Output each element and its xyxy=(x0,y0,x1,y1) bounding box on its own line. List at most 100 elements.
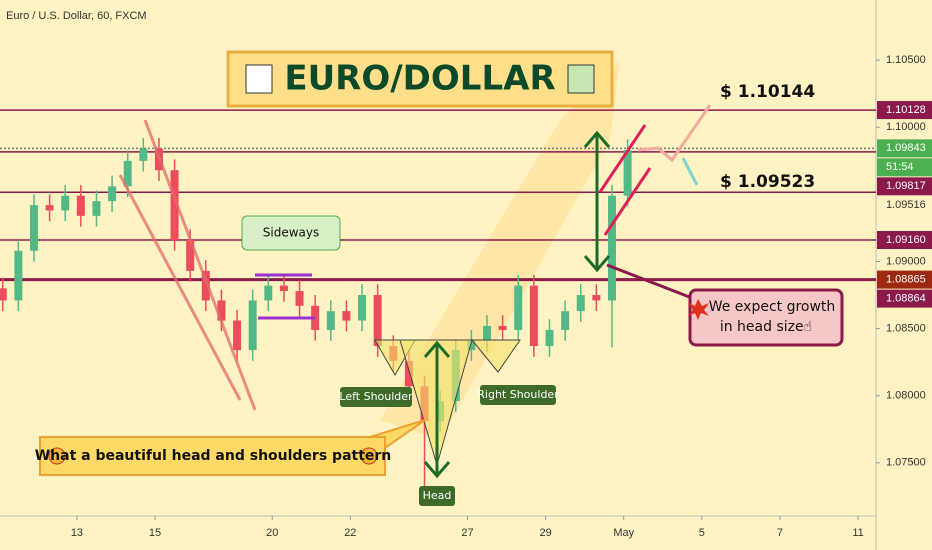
candle-body xyxy=(514,285,523,330)
price-badge-label: 1.08865 xyxy=(886,274,926,286)
head-label: Head xyxy=(423,489,452,502)
expect-label: in head size☝ xyxy=(720,319,812,335)
pointer xyxy=(606,263,693,300)
x-tick-label: 22 xyxy=(344,527,356,539)
price-badge-label: 1.09516 xyxy=(886,199,926,211)
candle-body xyxy=(279,285,288,292)
candle-body xyxy=(592,295,601,301)
price-badge xyxy=(877,289,932,308)
y-tick-label: 1.09000 xyxy=(886,255,926,267)
x-tick-label: 27 xyxy=(461,527,473,539)
arrow-head xyxy=(423,340,451,358)
candle-body xyxy=(623,150,632,196)
price-badge-label: 1.09843 xyxy=(886,142,926,154)
candle-body xyxy=(14,250,23,301)
candle-body xyxy=(217,300,226,321)
x-tick-label: 29 xyxy=(539,527,551,539)
projection xyxy=(637,104,712,163)
sideways-label: Sideways xyxy=(263,226,319,240)
candle-body xyxy=(498,325,507,330)
expect-label: We expect growth xyxy=(709,299,836,315)
candle-body xyxy=(123,160,132,187)
candle-body xyxy=(170,170,179,241)
candle-body xyxy=(0,288,7,301)
y-tick-label: 1.08500 xyxy=(886,323,926,335)
candle-body xyxy=(529,285,538,347)
candle-body xyxy=(342,311,351,321)
x-tick-label: 20 xyxy=(266,527,278,539)
target-label: $ 1.09523 xyxy=(720,172,815,192)
arrow-head xyxy=(583,130,611,148)
x-tick-label: 5 xyxy=(699,527,705,539)
candle-body xyxy=(186,240,195,271)
projection xyxy=(681,157,699,186)
arrow-head xyxy=(583,255,611,273)
candles xyxy=(0,137,632,488)
label-box xyxy=(480,385,556,405)
candle-body xyxy=(467,340,476,351)
right-shoulder-shape xyxy=(470,339,521,373)
candle-body xyxy=(76,195,85,216)
icon xyxy=(360,447,378,465)
arrow-head xyxy=(423,461,451,479)
pattern-label: What a beautiful head and shoulders patt… xyxy=(35,448,392,464)
candle-body xyxy=(373,295,382,347)
price-badge-label: 1.10128 xyxy=(886,104,926,116)
candle-body xyxy=(576,295,585,312)
candle-body xyxy=(295,291,304,306)
price-badge xyxy=(877,101,932,120)
candle-body xyxy=(139,148,148,161)
shoulder-label: Left Shoulder xyxy=(339,390,413,403)
expect-box xyxy=(688,288,844,347)
pattern-bubble xyxy=(39,419,426,476)
candle-body xyxy=(61,195,70,211)
candle-body xyxy=(248,300,257,351)
candle-body xyxy=(326,311,335,330)
x-tick-label: 15 xyxy=(149,527,161,539)
candle-body xyxy=(264,285,273,301)
candle-body xyxy=(29,205,38,251)
chart-title: Euro / U.S. Dollar, 60, FXCM xyxy=(6,10,147,22)
icon xyxy=(48,447,66,465)
y-tick-label: 1.08000 xyxy=(886,390,926,402)
sideways-bubble xyxy=(241,215,341,251)
candle-body xyxy=(607,195,616,301)
candle-body xyxy=(233,320,242,351)
candle-body xyxy=(483,325,492,341)
price-badge-label: 1.09160 xyxy=(886,234,926,246)
y-tick-label: 1.10500 xyxy=(886,54,926,66)
axes: 1.10500 1.10000 1.09000 1.08500 1.08000 1.075… xyxy=(71,54,932,539)
headline: EURO/DOLLAR xyxy=(284,59,555,99)
x-tick-label: 7 xyxy=(777,527,783,539)
y-tick-label: 1.07500 xyxy=(886,457,926,469)
candle-body xyxy=(92,201,101,216)
channel-line xyxy=(118,174,242,401)
candle-body xyxy=(358,295,367,321)
y-tick-label: 1.10000 xyxy=(886,121,926,133)
channel-line xyxy=(603,167,652,236)
icon xyxy=(688,299,709,320)
headline-box xyxy=(226,50,614,108)
candle-body xyxy=(45,205,54,211)
candle-body xyxy=(561,311,570,330)
price-badge xyxy=(877,139,932,158)
price-badge-label: 1.08864 xyxy=(886,293,926,305)
drawings xyxy=(39,50,844,506)
price-badge-label: 51:54 xyxy=(886,161,914,173)
label-box xyxy=(419,486,455,506)
channel-line xyxy=(598,124,647,193)
candle-body xyxy=(404,360,413,387)
target-label: $ 1.10144 xyxy=(720,82,815,102)
price-badge xyxy=(877,158,932,177)
label-box xyxy=(340,387,412,407)
price-badge xyxy=(877,270,932,289)
channel-line xyxy=(143,119,257,411)
x-tick-label: May xyxy=(613,527,634,539)
icon xyxy=(245,64,273,94)
candle-body xyxy=(311,305,320,330)
price-badge xyxy=(877,231,932,250)
candle-body xyxy=(108,186,117,202)
x-tick-label: 11 xyxy=(852,527,863,539)
icon xyxy=(567,64,595,94)
